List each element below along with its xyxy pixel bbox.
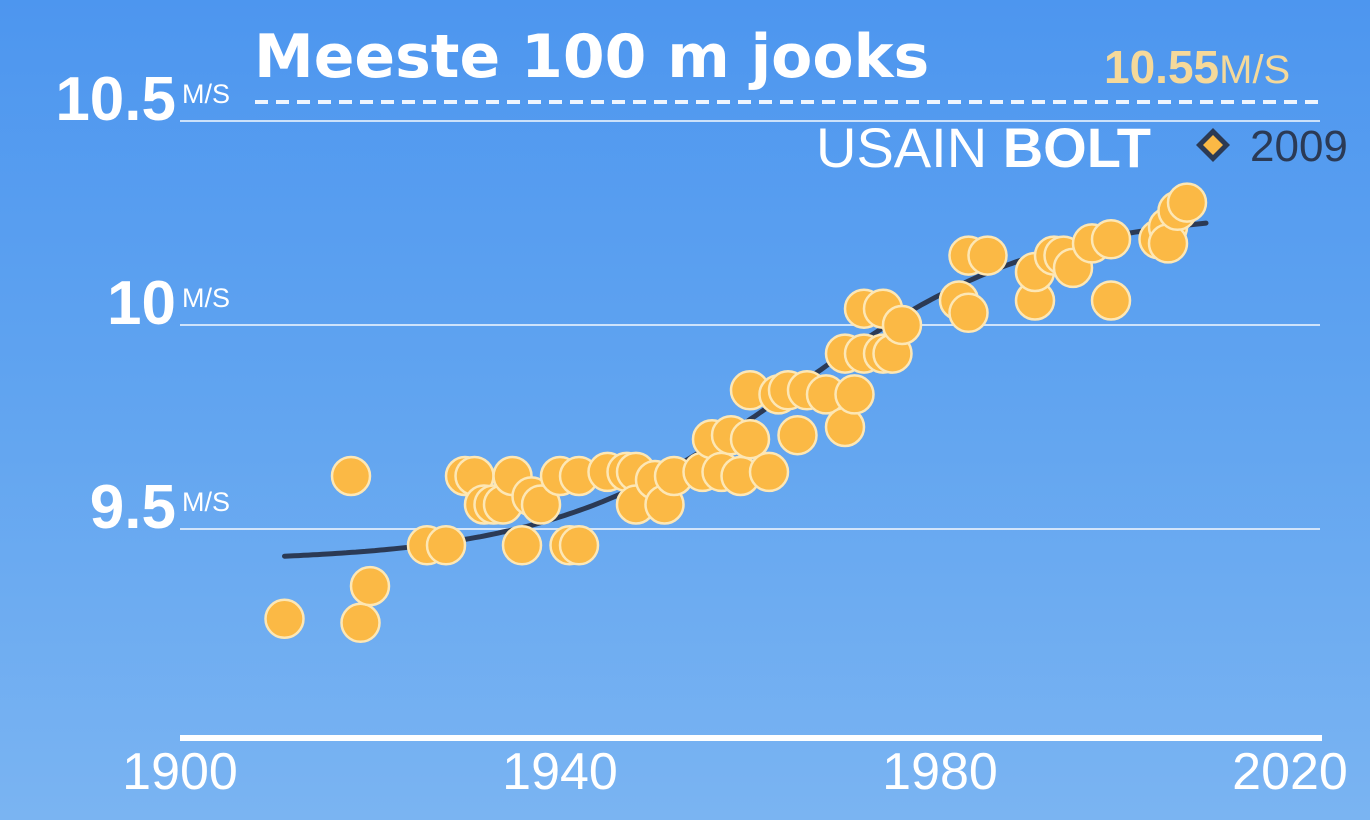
y-tick-unit: M/S <box>182 283 231 313</box>
x-tick-label: 1900 <box>122 743 238 801</box>
data-point <box>748 451 790 493</box>
data-point <box>330 455 372 497</box>
data-point <box>1090 219 1132 260</box>
grid-lines <box>180 120 1320 530</box>
y-tick-unit: M/S <box>182 487 231 517</box>
data-point <box>777 414 818 456</box>
data-point <box>558 525 600 566</box>
y-tick-label: 9.5 <box>89 473 176 542</box>
record-unit: M/S <box>1219 48 1291 92</box>
data-point <box>349 565 391 607</box>
record-holder-last-name: BOLT <box>1002 116 1151 179</box>
data-point <box>1166 182 1208 223</box>
x-tick-label: 1980 <box>882 743 998 801</box>
data-point <box>340 602 381 644</box>
data-point <box>948 292 989 334</box>
record-value-label: 10.55M/S <box>1104 42 1290 95</box>
record-marker <box>1196 128 1230 162</box>
data-point <box>264 598 305 640</box>
x-tick-label: 2020 <box>1232 743 1348 801</box>
record-holder-first-name: USAIN <box>816 116 988 179</box>
y-tick-label: 10 <box>107 269 176 338</box>
data-points <box>264 182 1208 644</box>
record-diamond-icon <box>1203 135 1223 155</box>
data-point <box>729 418 771 460</box>
data-point <box>425 525 467 566</box>
y-tick-label: 10.5 <box>55 65 176 134</box>
data-point <box>834 374 875 415</box>
data-point <box>967 235 1008 276</box>
y-tick-unit: M/S <box>182 79 231 109</box>
data-point <box>881 304 923 346</box>
chart-title: Meeste 100 m jooks <box>254 22 930 92</box>
record-year: 2009 <box>1250 122 1348 171</box>
data-point <box>520 484 562 525</box>
x-tick-label: 1940 <box>502 743 618 801</box>
record-value: 10.55 <box>1104 41 1220 93</box>
record-holder-label: USAIN BOLT <box>816 116 1151 180</box>
data-point <box>501 525 543 566</box>
data-point <box>1090 280 1132 321</box>
